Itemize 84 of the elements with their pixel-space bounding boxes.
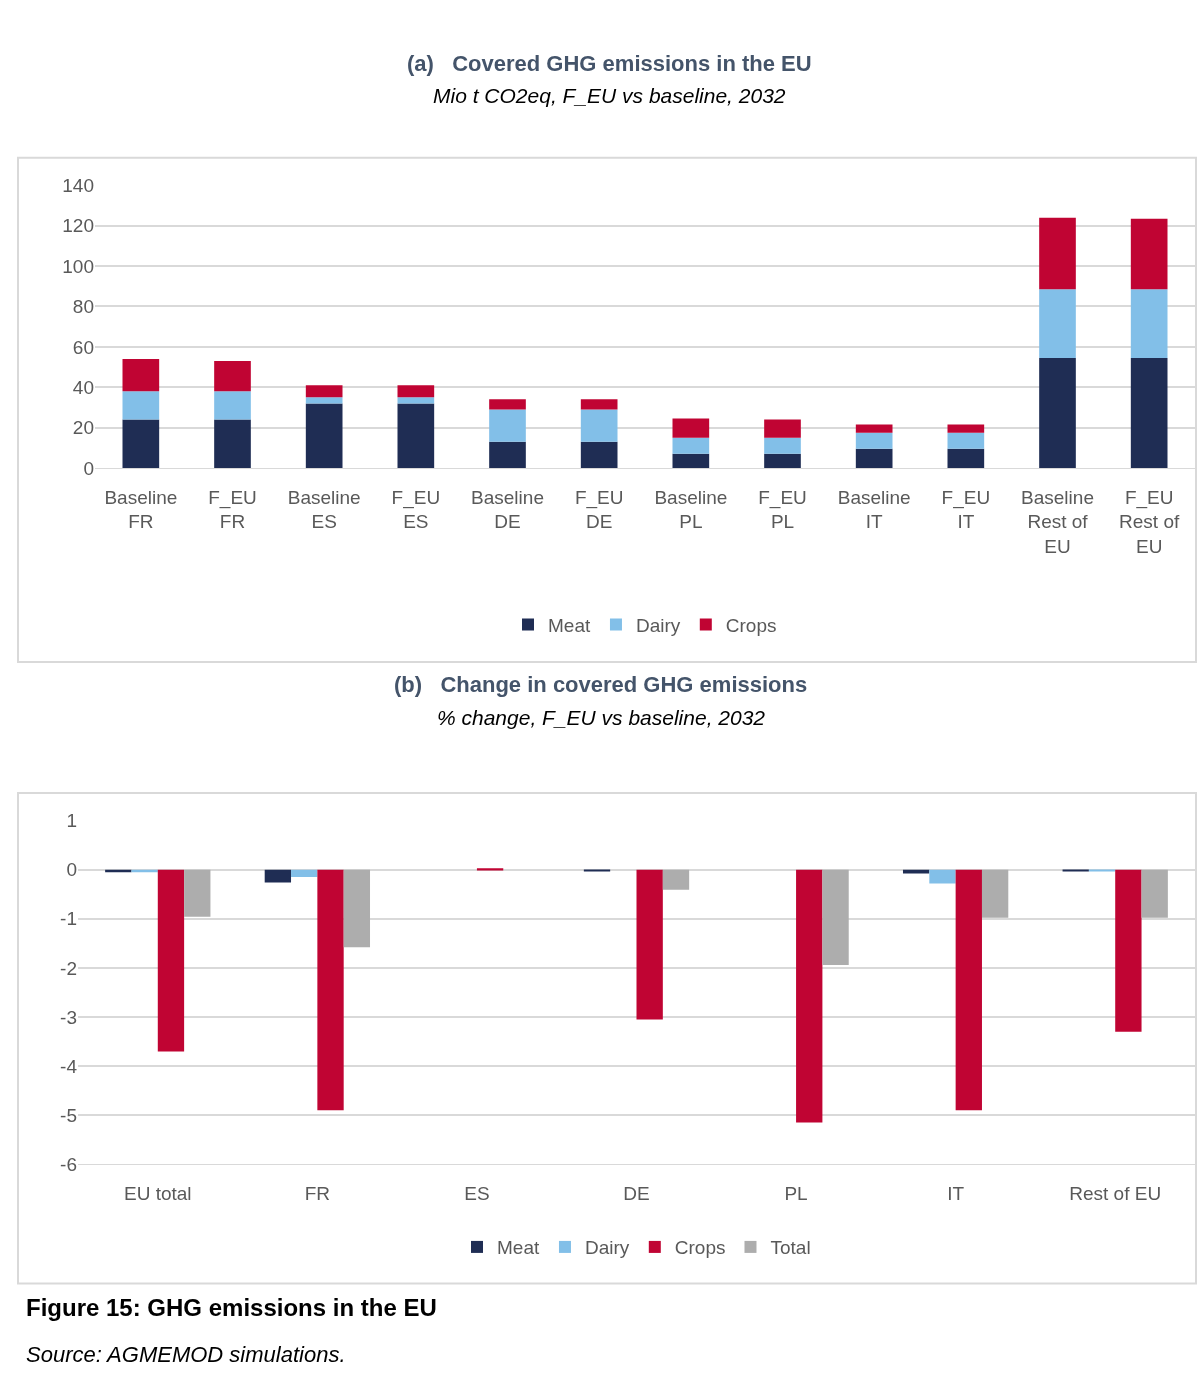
bar — [1039, 357, 1076, 468]
y-tick-label: 80 — [72, 296, 94, 318]
legend-label: Meat — [497, 1237, 540, 1259]
y-tick-label: -5 — [60, 1104, 77, 1126]
x-tick-label: ES — [464, 1183, 490, 1205]
bar — [397, 403, 435, 468]
bar — [489, 441, 526, 468]
bar — [580, 441, 618, 468]
x-tick-label: Baseline ES — [287, 486, 361, 533]
y-tick-label: 40 — [72, 376, 94, 398]
y-tick-label: 0 — [66, 859, 77, 881]
legend-label: Dairy — [584, 1237, 630, 1259]
bar — [672, 453, 710, 468]
legend-label: Meat — [548, 614, 591, 636]
bar — [397, 397, 435, 404]
bar — [580, 399, 618, 410]
bar — [122, 419, 160, 468]
bar — [397, 385, 435, 398]
y-tick-label: 0 — [83, 457, 94, 479]
y-tick-label: 140 — [62, 174, 94, 196]
bar — [305, 385, 343, 398]
y-tick-label: 60 — [72, 336, 94, 358]
y-tick-label: -2 — [60, 957, 77, 979]
y-tick-label: 100 — [62, 255, 94, 277]
bar — [1039, 289, 1076, 358]
x-tick-label: Baseline IT — [837, 486, 911, 533]
bar — [1130, 289, 1168, 358]
x-tick-label: DE — [623, 1183, 650, 1205]
chart-title: (a) Covered GHG emissions in the EU — [407, 51, 812, 76]
bar — [947, 448, 985, 468]
bar — [214, 419, 251, 468]
y-tick-label: -3 — [60, 1006, 77, 1028]
bar — [672, 437, 710, 454]
bar — [214, 391, 251, 420]
bar — [764, 419, 801, 438]
caption: Figure 15: GHG emissions in the EU — [26, 1294, 437, 1321]
x-tick-label: Baseline FR — [104, 486, 178, 533]
source-note: Source: AGMEMOD simulations. — [26, 1342, 346, 1367]
x-tick-label: Baseline Rest of EU — [1021, 486, 1094, 558]
x-tick-label: F_EU ES — [391, 486, 441, 533]
bar — [1039, 217, 1076, 290]
chart-subtitle: Mio t CO2eq, F_EU vs baseline, 2032 — [433, 84, 786, 107]
x-tick-label: Baseline PL — [654, 486, 728, 533]
legend-label: Dairy — [635, 614, 681, 636]
chart-title: (b) Change in covered GHG emissions — [394, 672, 808, 697]
x-tick-label: F_EU DE — [574, 486, 624, 533]
x-tick-label: Baseline DE — [471, 486, 544, 533]
bar — [489, 399, 526, 410]
bar — [672, 418, 710, 438]
x-tick-label: IT — [947, 1183, 965, 1205]
y-tick-label: -6 — [60, 1153, 77, 1175]
x-tick-label: EU total — [123, 1183, 192, 1205]
bar — [947, 424, 985, 433]
x-tick-label: PL — [784, 1183, 808, 1205]
y-tick-label: -4 — [60, 1055, 78, 1077]
y-tick-label: 20 — [72, 417, 94, 439]
bar — [764, 453, 801, 468]
x-tick-label: F_EU Rest of EU — [1119, 486, 1180, 558]
bar — [947, 432, 985, 449]
bar — [1130, 357, 1168, 468]
bar — [489, 409, 526, 442]
bar — [305, 397, 343, 404]
x-tick-label: F_EU IT — [941, 486, 991, 533]
bar — [855, 424, 893, 433]
x-tick-label: Rest of EU — [1069, 1183, 1162, 1205]
bar — [122, 391, 160, 420]
x-tick-label: FR — [304, 1183, 331, 1205]
x-tick-label: F_EU FR — [208, 486, 257, 533]
bar — [580, 409, 618, 442]
legend-label: Total — [770, 1237, 811, 1259]
legend-label: Crops — [674, 1237, 726, 1259]
chart-subtitle: % change, F_EU vs baseline, 2032 — [437, 706, 766, 729]
x-tick-label: F_EU PL — [758, 486, 807, 533]
legend-label: Crops — [725, 614, 777, 636]
bar — [764, 437, 801, 454]
bar — [855, 448, 893, 468]
y-tick-label: 120 — [62, 215, 94, 237]
bar — [855, 432, 893, 449]
bar — [214, 360, 251, 392]
y-tick-label: -1 — [60, 908, 77, 930]
y-tick-label: 1 — [66, 810, 77, 832]
bar — [305, 403, 343, 468]
bar — [122, 358, 160, 392]
bar — [1130, 218, 1168, 290]
